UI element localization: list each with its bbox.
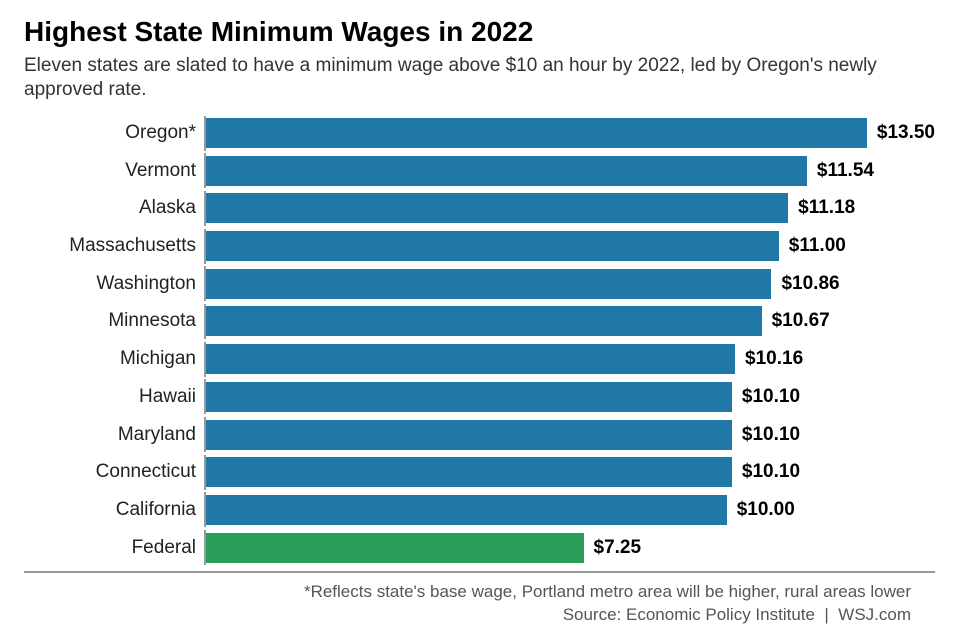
bar-row: Michigan $10.16 (24, 342, 935, 377)
bar-row: Oregon* $13.50 (24, 116, 935, 151)
bar-track: $10.10 (204, 379, 935, 414)
bar-value: $10.86 (781, 273, 839, 295)
bar-value: $10.16 (745, 348, 803, 370)
bar-value: $10.67 (772, 310, 830, 332)
bar (206, 193, 788, 223)
chart-container: Highest State Minimum Wages in 2022 Elev… (0, 0, 959, 639)
bar (206, 382, 732, 412)
bar-label: Massachusetts (24, 235, 204, 257)
bar-track: $13.50 (204, 116, 935, 151)
bar-value: $11.18 (798, 197, 855, 219)
bar-track: $11.54 (204, 153, 935, 188)
footnote-asterisk: *Reflects state's base wage, Portland me… (24, 581, 911, 604)
bar-track: $10.67 (204, 304, 935, 339)
footnote-source: Source: Economic Policy Institute | WSJ.… (24, 604, 911, 627)
bar-row: Federal $7.25 (24, 530, 935, 565)
bar-track: $7.25 (204, 530, 935, 565)
bar-value: $11.54 (817, 160, 874, 182)
bar-label: Maryland (24, 424, 204, 446)
bar (206, 495, 727, 525)
bar-label: Michigan (24, 348, 204, 370)
bar (206, 420, 732, 450)
bar (206, 457, 732, 487)
bar-label: Federal (24, 537, 204, 559)
bar-value: $7.25 (594, 537, 642, 559)
chart-footnote: *Reflects state's base wage, Portland me… (24, 581, 935, 627)
bar (206, 118, 867, 148)
bar-track: $10.10 (204, 417, 935, 452)
bar-label: California (24, 499, 204, 521)
bar-value: $10.10 (742, 386, 800, 408)
bar-row: Massachusetts $11.00 (24, 229, 935, 264)
bar (206, 156, 807, 186)
bar-label: Hawaii (24, 386, 204, 408)
bar-row: Vermont $11.54 (24, 153, 935, 188)
bar-value: $10.00 (737, 499, 795, 521)
bar-track: $11.18 (204, 191, 935, 226)
bar-value: $10.10 (742, 461, 800, 483)
bar (206, 344, 735, 374)
bar-label: Connecticut (24, 461, 204, 483)
chart-title: Highest State Minimum Wages in 2022 (24, 16, 935, 48)
bar-label: Washington (24, 273, 204, 295)
bar-label: Minnesota (24, 310, 204, 332)
bar-label: Oregon* (24, 122, 204, 144)
bar-value: $10.10 (742, 424, 800, 446)
bar-value: $11.00 (789, 235, 846, 257)
bar (206, 533, 584, 563)
chart-subtitle: Eleven states are slated to have a minim… (24, 54, 935, 102)
bar (206, 269, 771, 299)
bar (206, 306, 762, 336)
bar-track: $10.00 (204, 492, 935, 527)
bar-value: $13.50 (877, 122, 935, 144)
bar-track: $10.86 (204, 266, 935, 301)
bar-label: Vermont (24, 160, 204, 182)
bar-row: Maryland $10.10 (24, 417, 935, 452)
bar-row: California $10.00 (24, 492, 935, 527)
bar-label: Alaska (24, 197, 204, 219)
chart-area: Oregon* $13.50 Vermont $11.54 Alaska $11.18 Ma… (24, 116, 935, 574)
bar-row: Connecticut $10.10 (24, 455, 935, 490)
bar-track: $11.00 (204, 229, 935, 264)
bar-row: Minnesota $10.67 (24, 304, 935, 339)
bar-row: Washington $10.86 (24, 266, 935, 301)
bar (206, 231, 779, 261)
bar-track: $10.16 (204, 342, 935, 377)
bar-track: $10.10 (204, 455, 935, 490)
bar-row: Hawaii $10.10 (24, 379, 935, 414)
bar-row: Alaska $11.18 (24, 191, 935, 226)
